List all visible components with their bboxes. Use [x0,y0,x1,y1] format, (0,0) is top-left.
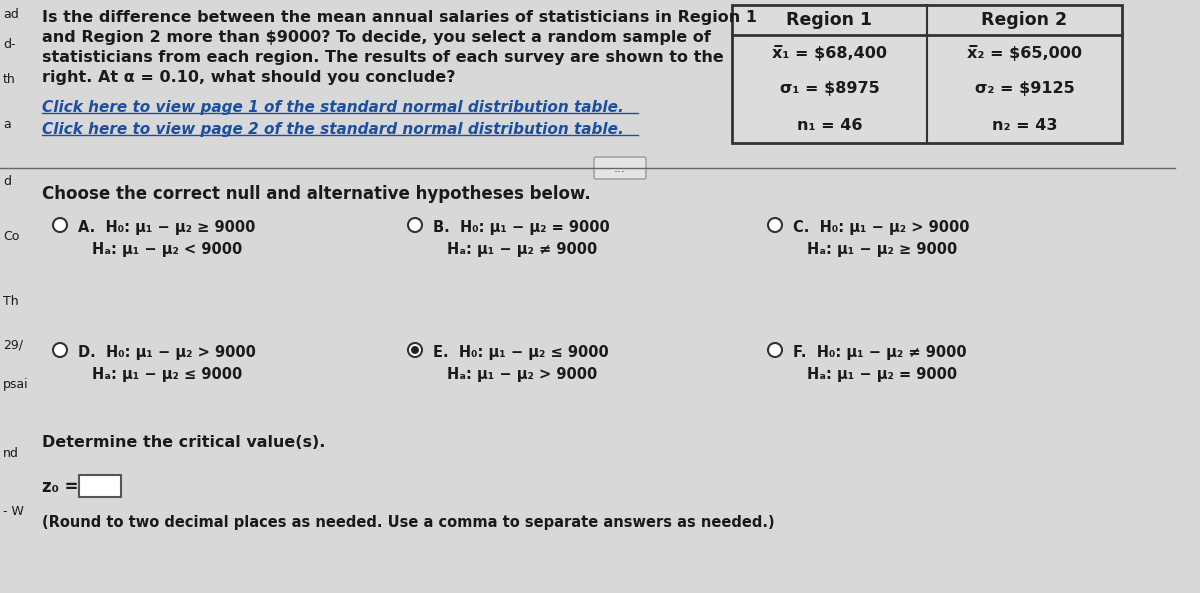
FancyBboxPatch shape [594,157,646,179]
Circle shape [768,343,782,357]
Text: d-: d- [2,38,16,51]
Text: 29/: 29/ [2,338,23,351]
Text: n₁ = 46: n₁ = 46 [797,117,863,132]
Circle shape [768,218,782,232]
Text: Region 1: Region 1 [786,11,872,29]
Text: Hₐ: μ₁ − μ₂ ≥ 9000: Hₐ: μ₁ − μ₂ ≥ 9000 [808,242,958,257]
Text: D.  H₀: μ₁ − μ₂ > 9000: D. H₀: μ₁ − μ₂ > 9000 [78,345,256,360]
Text: Determine the critical value(s).: Determine the critical value(s). [42,435,325,450]
Text: E.  H₀: μ₁ − μ₂ ≤ 9000: E. H₀: μ₁ − μ₂ ≤ 9000 [433,345,608,360]
Text: Click here to view page 1 of the standard normal distribution table.: Click here to view page 1 of the standar… [42,100,624,115]
Text: Region 2: Region 2 [982,11,1068,29]
Text: x̅₁ = $68,400: x̅₁ = $68,400 [772,45,887,61]
Text: a: a [2,118,11,131]
Circle shape [53,343,67,357]
Text: (Round to two decimal places as needed. Use a comma to separate answers as neede: (Round to two decimal places as needed. … [42,515,775,530]
Circle shape [408,343,422,357]
Text: and Region 2 more than $9000? To decide, you select a random sample of: and Region 2 more than $9000? To decide,… [42,30,710,45]
Text: Is the difference between the mean annual salaries of statisticians in Region 1: Is the difference between the mean annua… [42,10,757,25]
Text: psai: psai [2,378,29,391]
Text: z₀ =: z₀ = [42,478,78,496]
Text: ...: ... [614,161,626,174]
Text: σ₂ = $9125: σ₂ = $9125 [974,81,1074,97]
Circle shape [53,218,67,232]
Text: n₂ = 43: n₂ = 43 [991,117,1057,132]
Text: x̅₂ = $65,000: x̅₂ = $65,000 [967,45,1082,61]
FancyBboxPatch shape [732,5,1122,143]
Text: Choose the correct null and alternative hypotheses below.: Choose the correct null and alternative … [42,185,590,203]
Text: B.  H₀: μ₁ − μ₂ = 9000: B. H₀: μ₁ − μ₂ = 9000 [433,220,610,235]
Text: right. At α = 0.10, what should you conclude?: right. At α = 0.10, what should you conc… [42,70,456,85]
Text: C.  H₀: μ₁ − μ₂ > 9000: C. H₀: μ₁ − μ₂ > 9000 [793,220,970,235]
Text: Hₐ: μ₁ − μ₂ < 9000: Hₐ: μ₁ − μ₂ < 9000 [92,242,242,257]
Circle shape [410,346,419,354]
Text: Hₐ: μ₁ − μ₂ ≤ 9000: Hₐ: μ₁ − μ₂ ≤ 9000 [92,367,242,382]
Text: A.  H₀: μ₁ − μ₂ ≥ 9000: A. H₀: μ₁ − μ₂ ≥ 9000 [78,220,256,235]
Text: Click here to view page 2 of the standard normal distribution table.: Click here to view page 2 of the standar… [42,122,624,137]
Text: Co: Co [2,230,19,243]
Text: F.  H₀: μ₁ − μ₂ ≠ 9000: F. H₀: μ₁ − μ₂ ≠ 9000 [793,345,967,360]
Text: d: d [2,175,11,188]
Text: nd: nd [2,447,19,460]
Text: - W: - W [2,505,24,518]
Text: th: th [2,73,16,86]
Text: ad: ad [2,8,19,21]
Text: Hₐ: μ₁ − μ₂ = 9000: Hₐ: μ₁ − μ₂ = 9000 [808,367,958,382]
Text: statisticians from each region. The results of each survey are shown to the: statisticians from each region. The resu… [42,50,724,65]
FancyBboxPatch shape [79,475,121,497]
Text: σ₁ = $8975: σ₁ = $8975 [780,81,880,97]
Text: Hₐ: μ₁ − μ₂ ≠ 9000: Hₐ: μ₁ − μ₂ ≠ 9000 [446,242,598,257]
Circle shape [408,218,422,232]
Text: Th: Th [2,295,19,308]
Text: Hₐ: μ₁ − μ₂ > 9000: Hₐ: μ₁ − μ₂ > 9000 [446,367,598,382]
